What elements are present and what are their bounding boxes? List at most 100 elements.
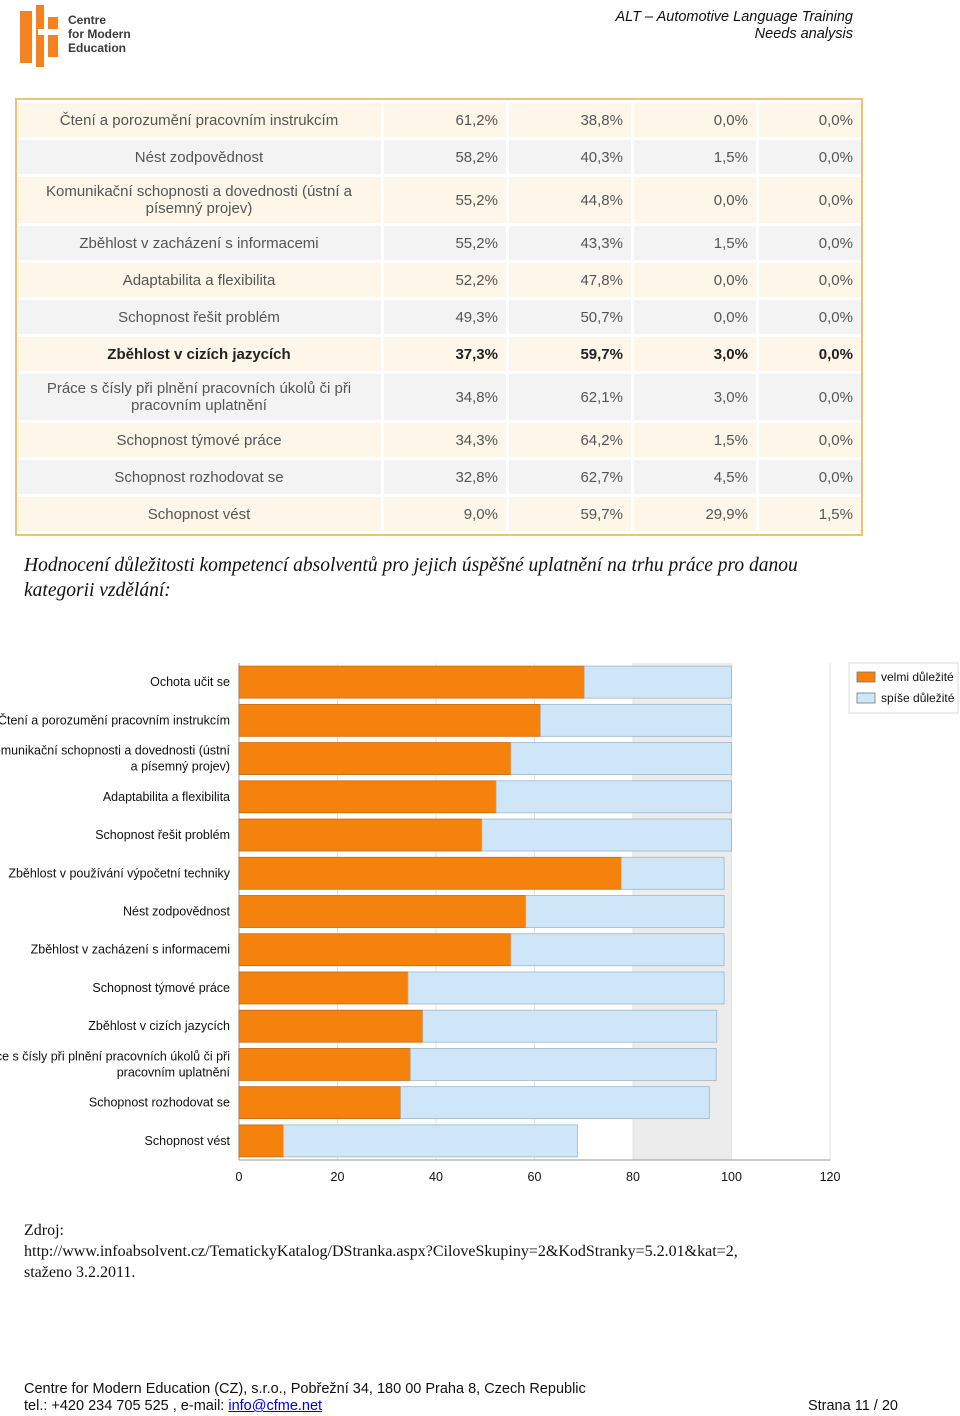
footer-address: Centre for Modern Education (CZ), s.r.o.… bbox=[24, 1381, 586, 1397]
bar-velmi-dulezite bbox=[238, 1009, 424, 1043]
category-label: Schopnost vést bbox=[145, 1134, 231, 1148]
category-label: Zběhlost v zacházení s informacemi bbox=[31, 943, 230, 957]
cme-logo-mark bbox=[20, 5, 60, 67]
source-note: Zdroj: http://www.infoabsolvent.cz/Temat… bbox=[24, 1220, 924, 1283]
category-label: Adaptabilita a flexibilita bbox=[103, 790, 230, 804]
percentage-cell: 34,3% bbox=[384, 423, 509, 457]
bar-spise-dulezite bbox=[583, 665, 732, 699]
category-label: Práce s čísly při plnění pracovních úkol… bbox=[0, 1049, 230, 1063]
footer-email-link[interactable]: info@cfme.net bbox=[228, 1398, 323, 1414]
competence-label: Adaptabilita a flexibilita bbox=[17, 263, 384, 297]
x-tick-label: 0 bbox=[236, 1170, 243, 1184]
percentage-cell: 59,7% bbox=[509, 497, 634, 531]
table-row: Zběhlost v zacházení s informacemi 55,2% 4… bbox=[17, 226, 861, 260]
percentage-cell: 0,0% bbox=[634, 103, 759, 137]
bar-velmi-dulezite bbox=[238, 933, 512, 967]
section-heading: Hodnocení důležitosti kompetencí absolve… bbox=[24, 555, 798, 601]
percentage-cell: 62,7% bbox=[509, 460, 634, 494]
percentage-cell: 50,7% bbox=[509, 300, 634, 334]
percentage-cell: 3,0% bbox=[634, 374, 759, 420]
bar-velmi-dulezite bbox=[238, 856, 622, 890]
percentage-cell: 0,0% bbox=[759, 103, 861, 137]
footer-contact-prefix: tel.: +420 234 705 525 , e-mail: bbox=[24, 1398, 229, 1414]
percentage-cell: 55,2% bbox=[384, 226, 509, 260]
source-label: Zdroj: bbox=[24, 1222, 64, 1239]
percentage-cell: 1,5% bbox=[634, 140, 759, 174]
percentage-cell: 0,0% bbox=[759, 140, 861, 174]
table-row: Čtení a porozumění pracovním instrukcím 6… bbox=[17, 103, 861, 137]
competence-label: Schopnost týmové práce bbox=[17, 423, 384, 457]
cme-logo: Centre for Modern Education bbox=[20, 5, 150, 67]
table-row: Zběhlost v cizích jazycích 37,3% 59,7% 3,0%… bbox=[17, 337, 861, 371]
category-label: Ochota učit se bbox=[150, 675, 230, 689]
percentage-cell: 1,5% bbox=[634, 423, 759, 457]
percentage-cell: 0,0% bbox=[634, 177, 759, 223]
competence-table-grid: Čtení a porozumění pracovním instrukcím 6… bbox=[17, 100, 861, 534]
competence-label: Schopnost vést bbox=[17, 497, 384, 531]
bar-spise-dulezite bbox=[525, 895, 725, 928]
percentage-cell: 0,0% bbox=[759, 337, 861, 371]
category-label: Komunikační schopnosti a dovednosti (úst… bbox=[0, 744, 231, 758]
percentage-cell: 59,7% bbox=[509, 337, 634, 371]
header-title: ALT – Automotive Language Training bbox=[615, 9, 853, 25]
category-label: Schopnost rozhodovat se bbox=[89, 1096, 230, 1110]
table-row: Adaptabilita a flexibilita 52,2% 47,8% 0,0%… bbox=[17, 263, 861, 297]
percentage-cell: 0,0% bbox=[634, 263, 759, 297]
bar-spise-dulezite bbox=[282, 1124, 578, 1158]
percentage-cell: 32,8% bbox=[384, 460, 509, 494]
competence-label: Čtení a porozumění pracovním instrukcím bbox=[17, 103, 384, 137]
legend-label: spíše důležité bbox=[881, 691, 955, 705]
bar-velmi-dulezite bbox=[238, 1124, 284, 1158]
percentage-cell: 0,0% bbox=[634, 300, 759, 334]
table-row: Schopnost rozhodovat se 32,8% 62,7% 4,5% 0,0… bbox=[17, 460, 861, 494]
percentage-cell: 4,5% bbox=[634, 460, 759, 494]
percentage-cell: 62,1% bbox=[509, 374, 634, 420]
logo-line-1: Centre bbox=[68, 13, 107, 27]
competence-label: Práce s čísly při plnění pracovních úkol… bbox=[17, 374, 384, 420]
category-label: a písemný projev) bbox=[131, 760, 230, 774]
legend-box bbox=[848, 662, 959, 714]
category-label: Zběhlost v používání výpočetní techniky bbox=[8, 866, 230, 880]
table-row: Nést zodpovědnost 58,2% 40,3% 1,5% 0,0% bbox=[17, 140, 861, 174]
competence-table: Čtení a porozumění pracovním instrukcím 6… bbox=[15, 98, 863, 536]
logo-line-3: Education bbox=[68, 41, 127, 55]
percentage-cell: 0,0% bbox=[759, 300, 861, 334]
percentage-cell: 9,0% bbox=[384, 497, 509, 531]
x-tick-label: 100 bbox=[721, 1170, 742, 1184]
bar-spise-dulezite bbox=[495, 780, 732, 814]
percentage-cell: 0,0% bbox=[759, 226, 861, 260]
competence-label: Komunikační schopnosti a dovednosti (úst… bbox=[17, 177, 384, 223]
bar-spise-dulezite bbox=[481, 818, 732, 852]
percentage-cell: 55,2% bbox=[384, 177, 509, 223]
table-row: Komunikační schopnosti a dovednosti (úst… bbox=[17, 177, 861, 223]
bar-spise-dulezite bbox=[540, 703, 732, 737]
percentage-cell: 0,0% bbox=[759, 423, 861, 457]
header-subtitle: Needs analysis bbox=[754, 26, 853, 42]
percentage-cell: 43,3% bbox=[509, 226, 634, 260]
category-label: pracovním uplatnění bbox=[117, 1065, 231, 1079]
competence-label: Zběhlost v cizích jazycích bbox=[17, 337, 384, 371]
percentage-cell: 44,8% bbox=[509, 177, 634, 223]
chart-svg: Ochota učit se Čtení a porozumění pracovn… bbox=[0, 662, 959, 1184]
percentage-cell: 47,8% bbox=[509, 263, 634, 297]
bar-velmi-dulezite bbox=[238, 665, 585, 699]
x-tick-label: 60 bbox=[528, 1170, 542, 1184]
bar-velmi-dulezite bbox=[238, 780, 497, 814]
table-row: Schopnost řešit problém 49,3% 50,7% 0,0% 0,0… bbox=[17, 300, 861, 334]
competence-label: Schopnost řešit problém bbox=[17, 300, 384, 334]
percentage-cell: 37,3% bbox=[384, 337, 509, 371]
percentage-cell: 0,0% bbox=[759, 263, 861, 297]
competence-label: Nést zodpovědnost bbox=[17, 140, 384, 174]
competence-label: Schopnost rozhodovat se bbox=[17, 460, 384, 494]
source-url[interactable]: http://www.infoabsolvent.cz/TematickyKat… bbox=[24, 1243, 738, 1260]
percentage-cell: 64,2% bbox=[509, 423, 634, 457]
percentage-cell: 61,2% bbox=[384, 103, 509, 137]
bar-velmi-dulezite bbox=[238, 818, 483, 852]
category-label: Schopnost řešit problém bbox=[95, 828, 230, 842]
logo-line-2: for Modern bbox=[68, 27, 131, 41]
percentage-cell: 49,3% bbox=[384, 300, 509, 334]
logo-text: Centre for Modern Education bbox=[68, 13, 131, 55]
competence-label: Zběhlost v zacházení s informacemi bbox=[17, 226, 384, 260]
page-number: Strana 11 / 20 bbox=[807, 1398, 898, 1414]
page-footer: Centre for Modern Education (CZ), s.r.o.… bbox=[24, 1381, 904, 1415]
